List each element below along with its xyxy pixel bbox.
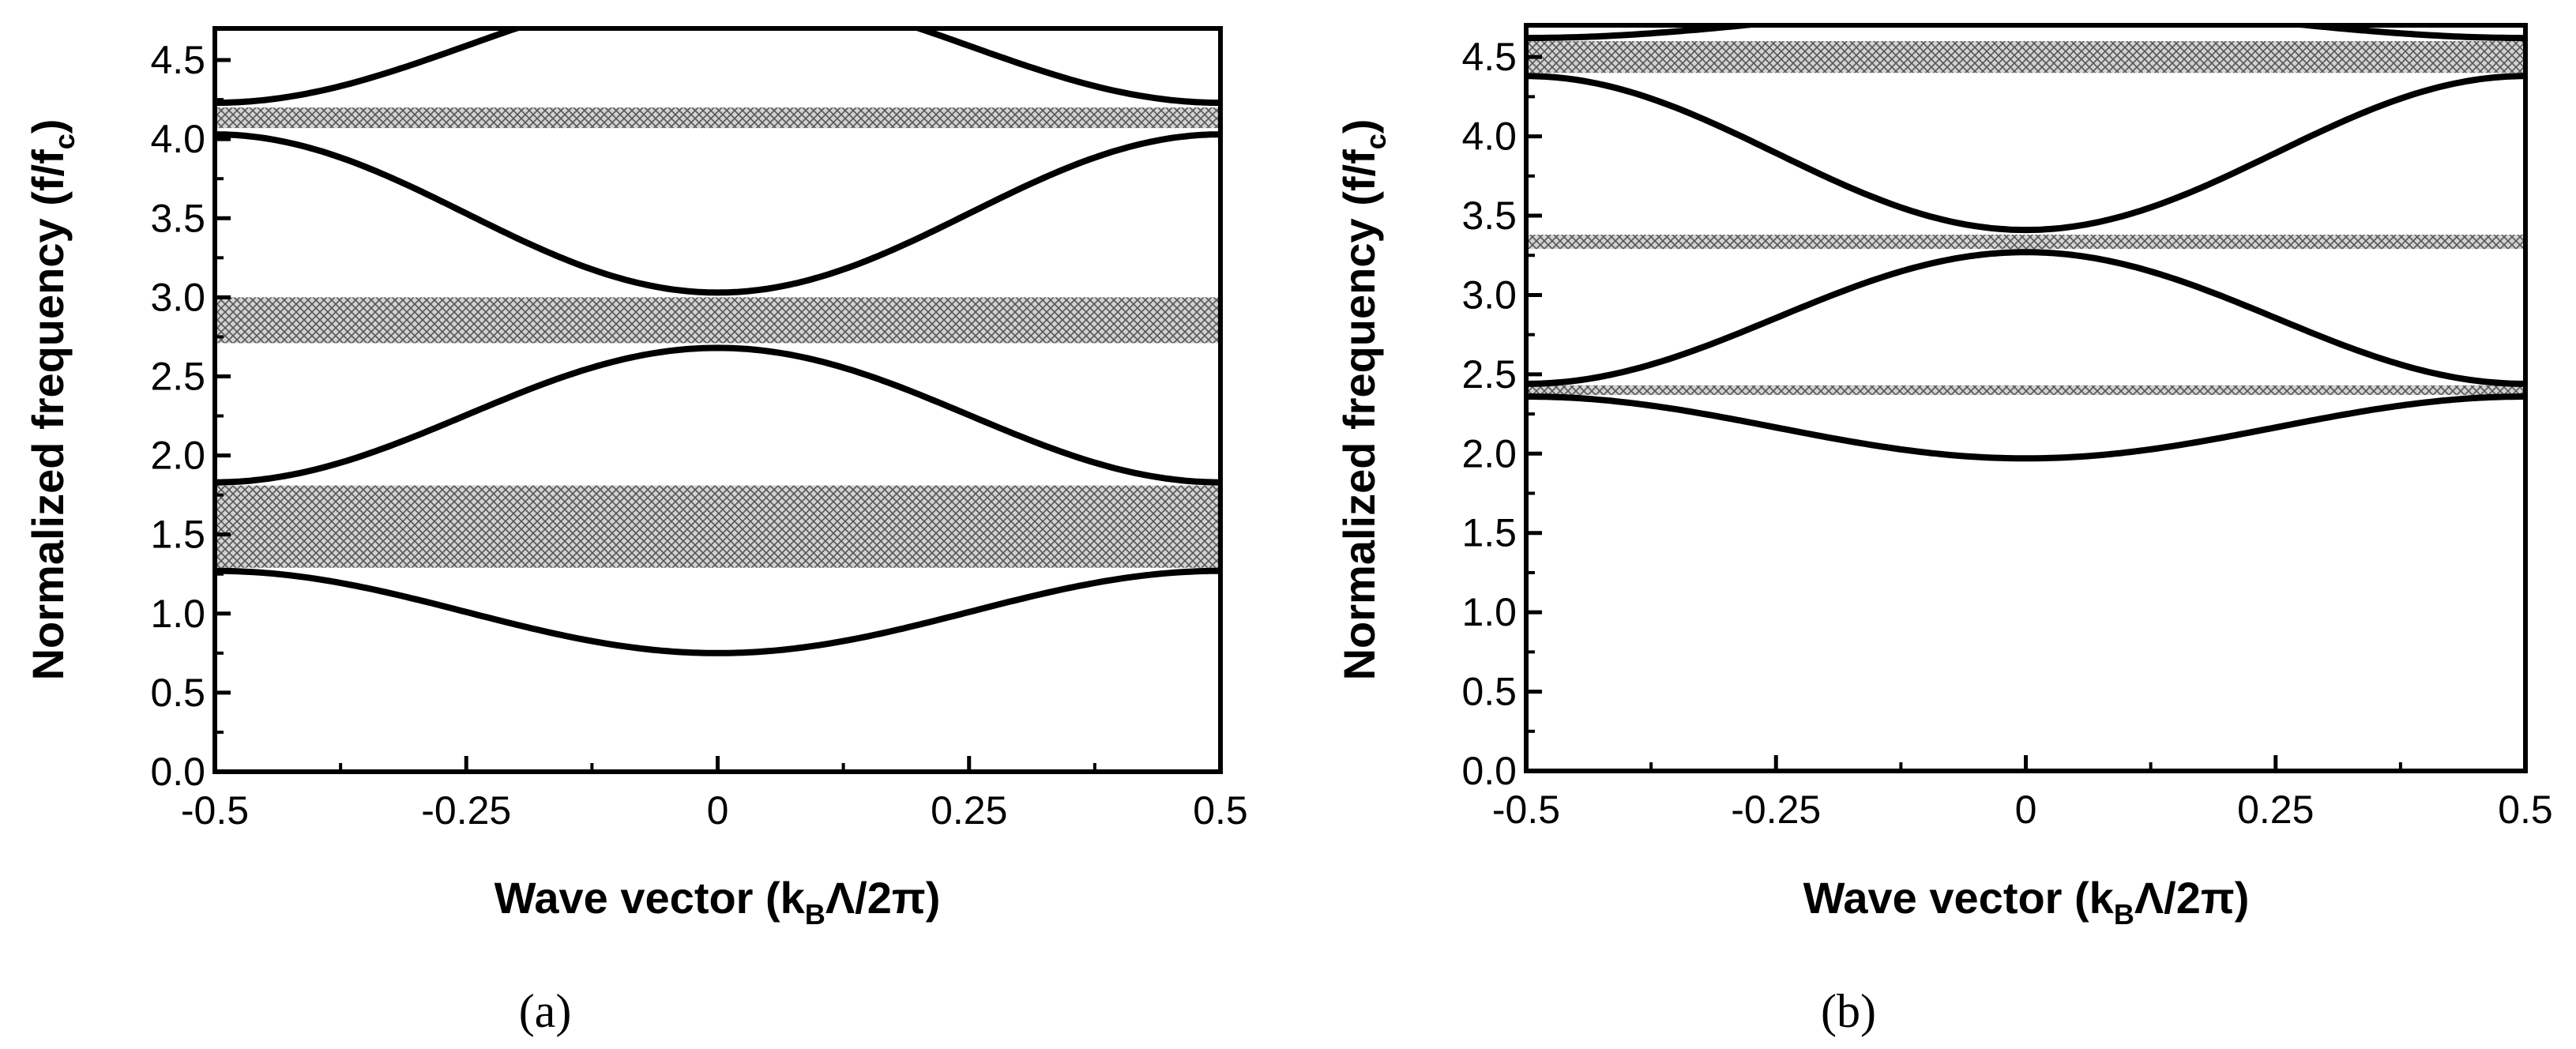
x-tick-label-a: -0.5	[181, 788, 249, 833]
panel-b: -0.5 -0.25 0 0.25 0.5 0.0 0.5 1.0 1.5 2.0 2.5 3.0 3.…	[1334, 23, 2553, 1037]
x-axis-title-b: Wave vector (kBΛ/2π)	[1803, 873, 2250, 931]
band-gap-b-3	[1526, 41, 2525, 73]
y-tick-label-a: 4.0	[150, 117, 205, 161]
band-gap-b-2	[1526, 235, 2525, 250]
y-tick-label-a: 1.5	[150, 513, 205, 557]
y-tick-label-a: 0.0	[150, 750, 205, 794]
band-gap-a-2	[215, 297, 1220, 344]
panel-a: -0.5 -0.25 0 0.25 0.5 0.0 0.5 1.0 1.5 2.0 2.5 3.0 3.…	[23, 26, 1248, 1037]
dispersion-curve-a-2	[215, 344, 1220, 486]
dispersion-curve-b-2	[1526, 249, 2525, 387]
x-tick-label-b: 0	[2015, 788, 2037, 832]
y-tick-label-b: 4.0	[1461, 115, 1517, 159]
y-tick-label-a: 4.5	[150, 38, 205, 82]
y-tick-label-b: 0.5	[1461, 670, 1517, 714]
y-tick-label-a: 2.0	[150, 434, 205, 478]
y-tick-label-b: 0.0	[1461, 749, 1517, 793]
dispersion-curve-b-3	[1526, 73, 2525, 234]
dispersion-curve-b-1	[1526, 393, 2525, 462]
y-tick-label-a: 3.0	[150, 275, 205, 319]
plot-frame-b	[1524, 23, 2528, 773]
band-gap-a-3	[215, 107, 1220, 129]
y-tick-label-b: 4.5	[1461, 35, 1517, 79]
x-tick-label-a: 0	[707, 788, 729, 833]
y-tick-label-a: 1.0	[150, 592, 205, 636]
x-tick-label-b: -0.25	[1731, 788, 1821, 832]
panel-label-a: (a)	[519, 985, 572, 1037]
y-axis-title-a: Normalized frequency (f/fc)	[23, 119, 81, 681]
dispersion-curve-a-1	[215, 567, 1220, 656]
x-tick-label-a: -0.25	[421, 788, 511, 833]
y-tick-label-b: 3.0	[1461, 273, 1517, 317]
dispersion-curve-a-4	[215, 28, 1220, 107]
y-tick-label-a: 2.5	[150, 354, 205, 398]
panel-label-b: (b)	[1821, 985, 1876, 1037]
x-tick-label-b: 0.25	[2237, 788, 2314, 832]
y-axis-title-b: Normalized frequency (f/fc)	[1334, 119, 1392, 681]
y-tick-label-b: 2.0	[1461, 431, 1517, 476]
y-tick-label-b: 1.5	[1461, 511, 1517, 555]
x-axis-title-a: Wave vector (kBΛ/2π)	[495, 873, 941, 931]
band-gap-a-1	[215, 485, 1220, 568]
y-tick-label-a: 0.5	[150, 671, 205, 715]
band-gap-b-1	[1526, 385, 2525, 395]
dispersion-curve-b-4	[1526, 25, 2525, 42]
y-tick-label-b: 1.0	[1461, 590, 1517, 634]
y-tick-label-b: 3.5	[1461, 194, 1517, 238]
x-tick-label-b: -0.5	[1492, 788, 1560, 832]
x-tick-label-a: 0.5	[1193, 788, 1248, 833]
x-tick-label-b: 0.5	[2498, 788, 2553, 832]
y-tick-label-b: 2.5	[1461, 352, 1517, 397]
dispersion-curve-a-3	[215, 131, 1220, 296]
y-tick-label-a: 3.5	[150, 196, 205, 240]
x-tick-label-a: 0.25	[931, 788, 1007, 833]
plot-frame-a	[212, 26, 1223, 774]
